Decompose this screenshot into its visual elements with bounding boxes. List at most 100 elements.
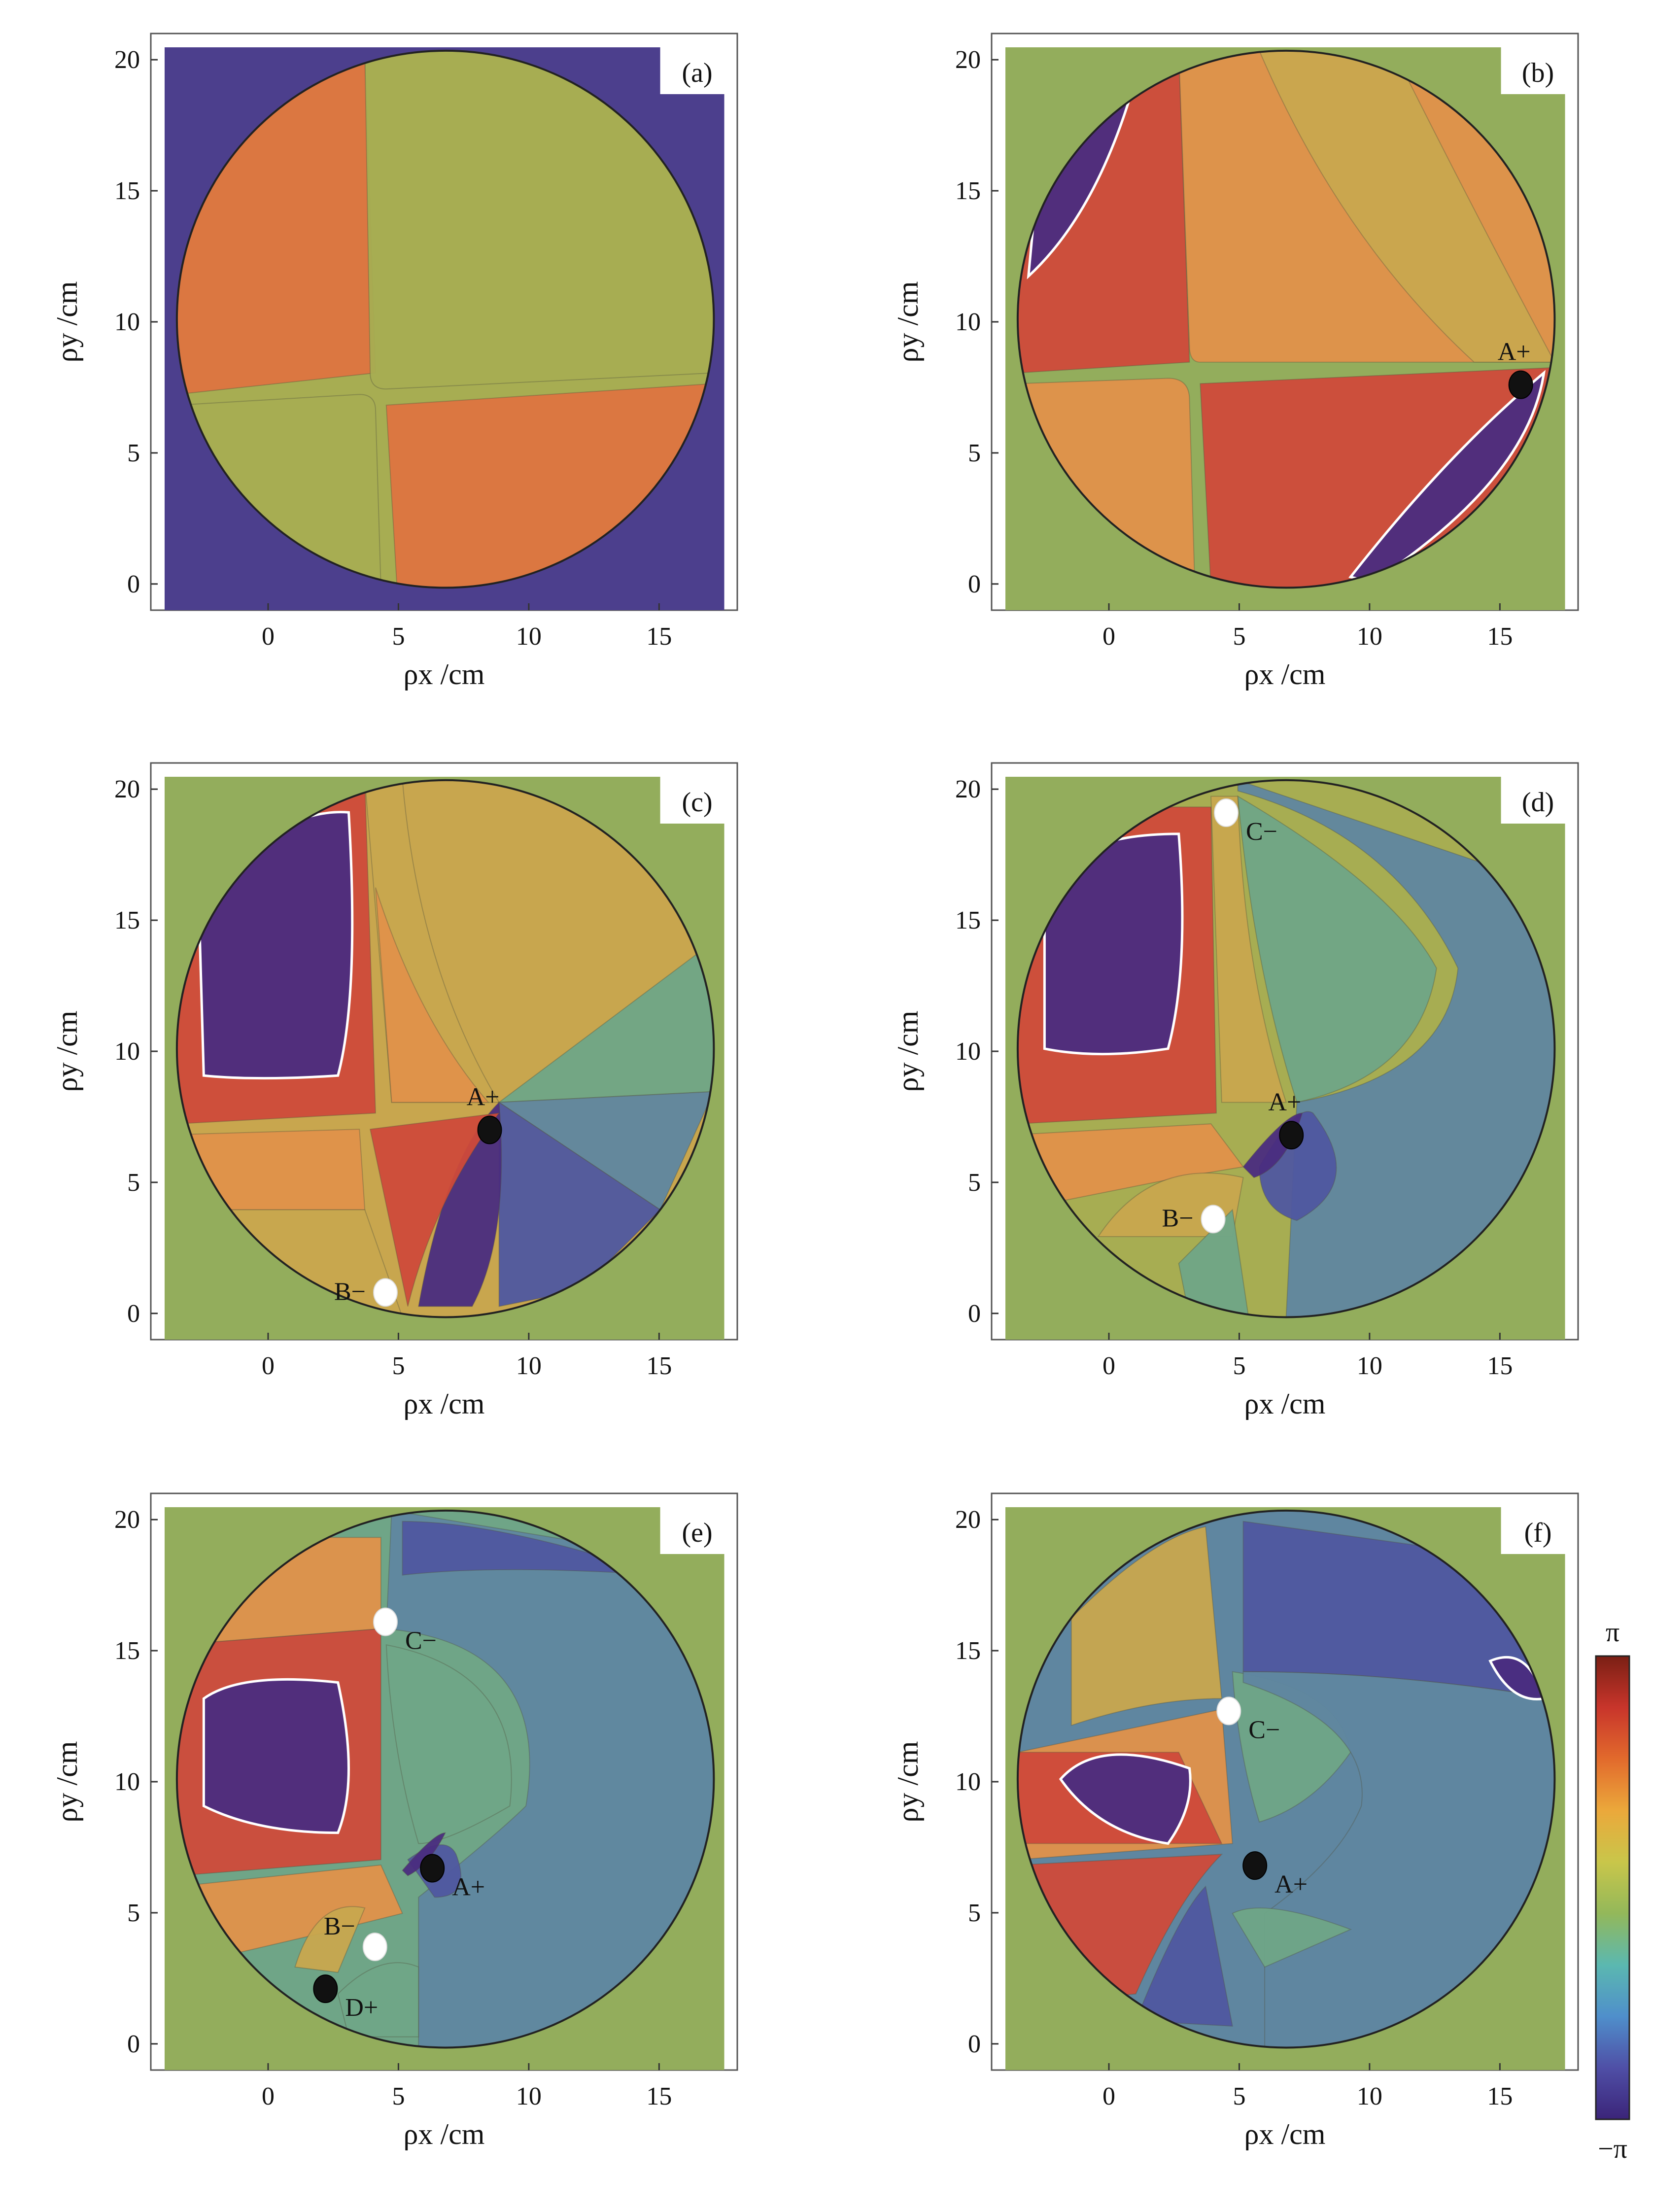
panel-label-box — [1501, 42, 1575, 94]
x-tick-label: 5 — [1233, 2082, 1245, 2110]
phase-regions — [1017, 50, 1555, 588]
x-tick-label: 5 — [392, 2082, 405, 2110]
y-tick-label: 5 — [127, 439, 140, 467]
singularity-label: C− — [1246, 818, 1277, 846]
x-axis-label: ρx /cm — [1244, 658, 1326, 691]
panel-d: (d) A+ B− C− 0 5 10 15 20 0 5 10 15 ρx /cm ρy /cm — [892, 762, 1579, 1420]
aperture-edge — [1016, 49, 1556, 589]
panel-label: (d) — [1522, 787, 1554, 818]
phase-regions — [1017, 1521, 1555, 2048]
y-tick-label: 10 — [955, 1037, 981, 1066]
panel-b: (b) A+ 0 5 10 15 20 0 5 10 15 ρx /cm ρy /cm — [892, 33, 1579, 691]
x-tick-label: 5 — [1233, 1352, 1245, 1380]
y-tick-label: 0 — [127, 1300, 140, 1328]
phase-region-6 — [418, 1101, 502, 1307]
aperture-edge — [1016, 1509, 1556, 2049]
phase-region-9 — [1059, 1753, 1192, 1845]
y-axis-label: ρy /cm — [51, 1011, 83, 1092]
phase-region-10 — [202, 1678, 350, 1834]
singularity-label: B− — [324, 1912, 355, 1940]
panel-label-box — [1501, 772, 1575, 824]
panel-label: (b) — [1522, 58, 1554, 88]
y-tick-label: 10 — [114, 1768, 140, 1796]
x-tick-label: 0 — [1102, 1352, 1115, 1380]
x-tick-label: 0 — [1102, 2082, 1115, 2110]
singularity-label: C− — [1248, 1716, 1280, 1744]
panel-c: (c) A+ B− 0 5 10 15 20 0 5 10 15 ρx /cm ρy /cm — [51, 762, 738, 1420]
x-tick-label: 15 — [1487, 1352, 1513, 1380]
phase-region-6 — [1135, 1885, 1233, 2027]
y-tick-label: 10 — [114, 308, 140, 336]
phase-region-6 — [1348, 370, 1546, 584]
panel-label: (c) — [682, 787, 712, 818]
singularity-Bminus — [373, 1278, 398, 1307]
x-tick-label: 0 — [262, 2082, 275, 2110]
x-tick-label: 5 — [1233, 622, 1245, 651]
phase-region-2 — [1237, 795, 1437, 1103]
singularity-Bminus — [362, 1933, 387, 1962]
y-tick-label: 20 — [955, 775, 981, 803]
phase-regions — [176, 50, 714, 588]
panel-label-box — [1501, 1502, 1575, 1554]
x-tick-label: 10 — [516, 622, 542, 651]
y-axis-label: ρy /cm — [51, 1741, 83, 1823]
singularity-Aplus — [1508, 370, 1533, 399]
x-axis-label: ρx /cm — [1244, 2118, 1326, 2150]
y-tick-label: 10 — [955, 1768, 981, 1796]
singularity-label: A+ — [467, 1083, 500, 1111]
phase-region-0 — [1070, 1526, 1222, 1727]
panel-e: (e) A+ B− C− D+ 0 5 10 15 20 0 5 10 15 ρx /cm ρy /cm — [51, 1492, 738, 2150]
y-tick-label: 5 — [127, 1169, 140, 1197]
panel-label: (a) — [682, 58, 712, 88]
y-tick-label: 0 — [968, 1300, 981, 1328]
singularity-Cminus — [1216, 1696, 1241, 1726]
singularity-Aplus — [420, 1854, 445, 1883]
singularity-Aplus — [477, 1115, 502, 1144]
phase-region-8 — [294, 1906, 366, 1973]
y-tick-label: 15 — [955, 906, 981, 934]
x-tick-label: 15 — [1487, 622, 1513, 651]
panel-label: (f) — [1524, 1518, 1552, 1548]
x-axis-label: ρx /cm — [404, 658, 485, 691]
singularity-Bminus — [1201, 1205, 1226, 1234]
y-tick-label: 20 — [114, 46, 140, 74]
phase-region-2 — [385, 1644, 512, 1844]
phase-region-9 — [337, 1962, 419, 2038]
panel-a: (a) 0 5 10 15 20 0 5 10 15 ρx /cm ρy /cm — [51, 33, 738, 691]
panel-label-box — [660, 772, 734, 824]
phase-region-2 — [1258, 50, 1555, 363]
x-tick-label: 10 — [516, 1352, 542, 1380]
x-tick-label: 10 — [1357, 2082, 1382, 2110]
y-tick-label: 20 — [955, 46, 981, 74]
panel-f: (f) A+ C− 0 5 10 15 20 0 5 10 15 ρx /cm ρy /cm — [892, 1492, 1579, 2150]
phase-regions — [1017, 780, 1555, 1317]
aperture-edge — [175, 779, 715, 1318]
colorbar: π −π — [1595, 1617, 1630, 2164]
singularity-Aplus — [1279, 1121, 1304, 1150]
colorbar-top-label: π — [1606, 1617, 1619, 1648]
colorbar-bottom-label: −π — [1598, 2134, 1627, 2164]
panel-label: (e) — [682, 1518, 712, 1548]
x-axis-label: ρx /cm — [1244, 1387, 1326, 1420]
x-tick-label: 10 — [1357, 1352, 1382, 1380]
y-axis-label: ρy /cm — [51, 281, 83, 363]
x-tick-label: 5 — [392, 622, 405, 651]
y-axis-label: ρy /cm — [892, 281, 924, 363]
y-tick-label: 10 — [955, 308, 981, 336]
x-tick-label: 15 — [1487, 2082, 1513, 2110]
singularity-Cminus — [373, 1607, 398, 1636]
singularity-Aplus — [1242, 1851, 1268, 1880]
y-tick-label: 0 — [127, 2030, 140, 2058]
y-tick-label: 20 — [955, 1506, 981, 1534]
x-axis-label: ρx /cm — [404, 1387, 485, 1420]
aperture-edge — [175, 1509, 715, 2049]
y-tick-label: 5 — [127, 1899, 140, 1927]
x-tick-label: 10 — [1357, 622, 1382, 651]
colorbar-gradient — [1595, 1655, 1630, 2120]
y-axis-label: ρy /cm — [892, 1011, 924, 1092]
singularity-label: A+ — [1274, 1870, 1308, 1899]
singularity-label: A+ — [1498, 338, 1531, 366]
panel-label-box — [660, 1502, 734, 1554]
aperture-edge — [175, 49, 715, 589]
x-tick-label: 0 — [262, 1352, 275, 1380]
